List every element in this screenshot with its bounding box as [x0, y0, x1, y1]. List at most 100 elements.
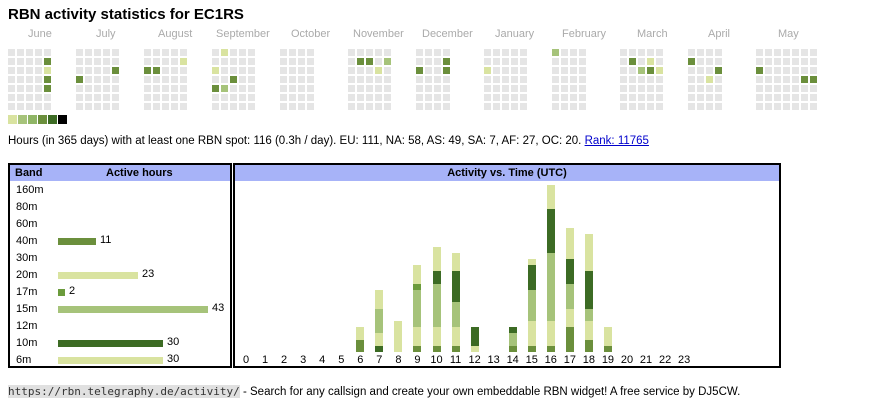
heatmap-cell[interactable]: [230, 85, 237, 92]
heatmap-cell[interactable]: [561, 85, 568, 92]
heatmap-cell[interactable]: [212, 85, 219, 92]
heatmap-cell[interactable]: [774, 67, 781, 74]
heatmap-cell[interactable]: [656, 49, 663, 56]
heatmap-cell[interactable]: [26, 49, 33, 56]
heatmap-cell[interactable]: [366, 85, 373, 92]
heatmap-cell[interactable]: [774, 94, 781, 101]
heatmap-cell[interactable]: [212, 49, 219, 56]
heatmap-cell[interactable]: [715, 103, 722, 110]
heatmap-cell[interactable]: [688, 85, 695, 92]
heatmap-cell[interactable]: [357, 67, 364, 74]
heatmap-cell[interactable]: [443, 94, 450, 101]
heatmap-cell[interactable]: [44, 103, 51, 110]
heatmap-cell[interactable]: [647, 67, 654, 74]
heatmap-cell[interactable]: [248, 103, 255, 110]
heatmap-cell[interactable]: [348, 76, 355, 83]
heatmap-cell[interactable]: [375, 49, 382, 56]
heatmap-cell[interactable]: [765, 103, 772, 110]
heatmap-cell[interactable]: [792, 49, 799, 56]
heatmap-cell[interactable]: [144, 67, 151, 74]
heatmap-cell[interactable]: [375, 58, 382, 65]
heatmap-cell[interactable]: [570, 67, 577, 74]
heatmap-cell[interactable]: [647, 58, 654, 65]
heatmap-cell[interactable]: [493, 58, 500, 65]
heatmap-cell[interactable]: [221, 76, 228, 83]
heatmap-cell[interactable]: [520, 58, 527, 65]
heatmap-cell[interactable]: [307, 103, 314, 110]
heatmap-cell[interactable]: [144, 94, 151, 101]
heatmap-cell[interactable]: [765, 49, 772, 56]
heatmap-cell[interactable]: [239, 49, 246, 56]
heatmap-cell[interactable]: [384, 94, 391, 101]
heatmap-cell[interactable]: [44, 94, 51, 101]
heatmap-cell[interactable]: [239, 67, 246, 74]
heatmap-cell[interactable]: [656, 76, 663, 83]
heatmap-cell[interactable]: [620, 85, 627, 92]
heatmap-cell[interactable]: [171, 76, 178, 83]
heatmap-cell[interactable]: [180, 49, 187, 56]
heatmap-cell[interactable]: [511, 103, 518, 110]
heatmap-cell[interactable]: [579, 67, 586, 74]
heatmap-cell[interactable]: [706, 49, 713, 56]
heatmap-cell[interactable]: [561, 58, 568, 65]
heatmap-cell[interactable]: [171, 67, 178, 74]
heatmap-cell[interactable]: [94, 94, 101, 101]
heatmap-cell[interactable]: [348, 67, 355, 74]
heatmap-cell[interactable]: [765, 76, 772, 83]
heatmap-cell[interactable]: [756, 49, 763, 56]
heatmap-cell[interactable]: [629, 67, 636, 74]
heatmap-cell[interactable]: [552, 85, 559, 92]
heatmap-cell[interactable]: [289, 103, 296, 110]
heatmap-cell[interactable]: [384, 85, 391, 92]
heatmap-cell[interactable]: [94, 76, 101, 83]
heatmap-cell[interactable]: [44, 76, 51, 83]
heatmap-cell[interactable]: [629, 94, 636, 101]
heatmap-cell[interactable]: [697, 94, 704, 101]
heatmap-cell[interactable]: [375, 85, 382, 92]
heatmap-cell[interactable]: [280, 85, 287, 92]
heatmap-cell[interactable]: [792, 58, 799, 65]
heatmap-cell[interactable]: [366, 58, 373, 65]
heatmap-cell[interactable]: [26, 85, 33, 92]
heatmap-cell[interactable]: [647, 85, 654, 92]
heatmap-cell[interactable]: [357, 58, 364, 65]
heatmap-cell[interactable]: [35, 76, 42, 83]
heatmap-cell[interactable]: [810, 49, 817, 56]
heatmap-cell[interactable]: [502, 76, 509, 83]
heatmap-cell[interactable]: [552, 76, 559, 83]
heatmap-cell[interactable]: [502, 94, 509, 101]
heatmap-cell[interactable]: [425, 49, 432, 56]
heatmap-cell[interactable]: [511, 58, 518, 65]
heatmap-cell[interactable]: [493, 103, 500, 110]
heatmap-cell[interactable]: [366, 67, 373, 74]
heatmap-cell[interactable]: [85, 85, 92, 92]
heatmap-cell[interactable]: [416, 103, 423, 110]
heatmap-cell[interactable]: [774, 103, 781, 110]
heatmap-cell[interactable]: [171, 49, 178, 56]
heatmap-cell[interactable]: [17, 58, 24, 65]
heatmap-cell[interactable]: [103, 94, 110, 101]
heatmap-cell[interactable]: [384, 103, 391, 110]
heatmap-cell[interactable]: [484, 49, 491, 56]
heatmap-cell[interactable]: [579, 103, 586, 110]
heatmap-cell[interactable]: [443, 103, 450, 110]
heatmap-cell[interactable]: [212, 76, 219, 83]
heatmap-cell[interactable]: [221, 67, 228, 74]
heatmap-cell[interactable]: [629, 85, 636, 92]
heatmap-cell[interactable]: [230, 103, 237, 110]
heatmap-cell[interactable]: [706, 67, 713, 74]
heatmap-cell[interactable]: [638, 76, 645, 83]
heatmap-cell[interactable]: [810, 94, 817, 101]
heatmap-cell[interactable]: [493, 94, 500, 101]
heatmap-cell[interactable]: [715, 49, 722, 56]
heatmap-cell[interactable]: [638, 94, 645, 101]
heatmap-cell[interactable]: [103, 85, 110, 92]
heatmap-cell[interactable]: [792, 76, 799, 83]
heatmap-cell[interactable]: [85, 49, 92, 56]
heatmap-cell[interactable]: [103, 67, 110, 74]
heatmap-cell[interactable]: [153, 58, 160, 65]
heatmap-cell[interactable]: [8, 76, 15, 83]
heatmap-cell[interactable]: [171, 85, 178, 92]
heatmap-cell[interactable]: [520, 49, 527, 56]
heatmap-cell[interactable]: [484, 67, 491, 74]
